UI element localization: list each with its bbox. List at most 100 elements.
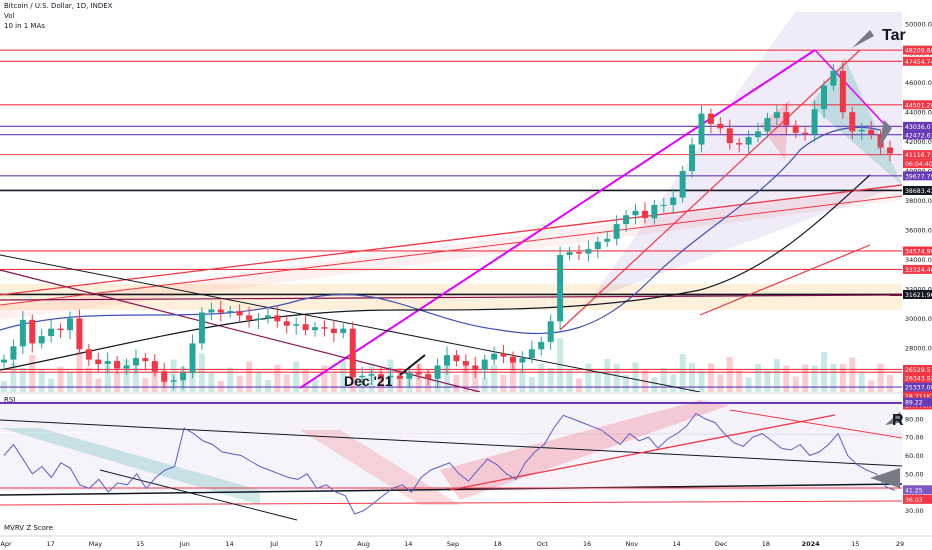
candle-body bbox=[208, 309, 215, 313]
volume-bar bbox=[114, 372, 121, 392]
candle-body bbox=[330, 328, 337, 334]
time-tick-label: 16 bbox=[583, 540, 591, 548]
candle-body bbox=[519, 358, 526, 363]
price-tag-label: 34574.90 bbox=[905, 248, 932, 255]
volume-bar bbox=[236, 375, 243, 392]
rising-channel bbox=[590, 12, 902, 300]
volume-bar bbox=[208, 372, 215, 392]
price-tick-label: 36000.00 bbox=[905, 226, 932, 234]
volume-bar bbox=[57, 366, 64, 392]
volume-bar bbox=[594, 371, 601, 392]
time-tick-label: Sep bbox=[447, 540, 459, 548]
candle-body bbox=[632, 210, 639, 216]
price-tag bbox=[903, 159, 932, 169]
rsi-tick-label: 50.00 bbox=[905, 470, 924, 478]
volume-bar bbox=[830, 364, 837, 392]
price-tag-label: 43036.07 bbox=[905, 124, 932, 131]
volume-bar bbox=[274, 365, 281, 392]
candle-body bbox=[528, 349, 535, 359]
volume-bar bbox=[679, 354, 686, 392]
volume-bar bbox=[868, 380, 875, 392]
volume-bar bbox=[792, 376, 799, 392]
volume-bar bbox=[858, 372, 865, 392]
rsi-red-line bbox=[449, 414, 836, 491]
candle-body bbox=[839, 70, 846, 113]
volume-bar bbox=[802, 364, 809, 392]
candle-body bbox=[321, 327, 328, 329]
price-tick-label: 34000.00 bbox=[905, 256, 932, 264]
rsi-tag-label: 89.22 bbox=[905, 400, 923, 407]
ma-black bbox=[0, 174, 871, 371]
rsi-tag bbox=[903, 397, 932, 407]
volume-bar bbox=[575, 378, 582, 392]
volume-bar bbox=[877, 363, 884, 392]
volume-bar bbox=[745, 377, 752, 392]
candle-body bbox=[783, 112, 790, 126]
price-tag-label: 41116.71 bbox=[905, 152, 932, 159]
volume-bar bbox=[632, 362, 639, 392]
candle-body bbox=[500, 353, 507, 357]
price-tag bbox=[903, 264, 932, 274]
candle-body bbox=[670, 197, 677, 205]
volume-bar bbox=[29, 355, 36, 392]
volume-bar bbox=[660, 368, 667, 392]
candle-body bbox=[378, 374, 385, 378]
volume-bar bbox=[321, 365, 328, 392]
time-axis[interactable]: Apr 17 May 15 Jun 14 Jul 17 Aug 14 Sep 18 Oct 16 Nov 14… bbox=[0, 540, 904, 548]
volume-bar bbox=[255, 371, 262, 392]
rsi-tick-label: 30.00 bbox=[905, 507, 924, 515]
candle-body bbox=[293, 324, 300, 326]
time-tick-label: Nov bbox=[625, 540, 638, 548]
volume-bar bbox=[849, 357, 856, 392]
price-tag-label: 25337.00 bbox=[905, 385, 932, 392]
mvrv-label: MVRV Z Score bbox=[4, 524, 53, 532]
price-tick-label: 50000.00 bbox=[905, 20, 932, 28]
volume-bar bbox=[528, 377, 535, 392]
volume-bar bbox=[547, 368, 554, 392]
candle-body bbox=[660, 204, 667, 206]
candle-body bbox=[773, 112, 780, 119]
candle-body bbox=[180, 372, 187, 381]
candle-body bbox=[396, 375, 403, 379]
rsi-tag-label: 36.03 bbox=[905, 497, 923, 504]
rsi-tag-label: 41.25 bbox=[905, 487, 923, 494]
price-tag-label: 38683.43 bbox=[905, 188, 932, 195]
candle-body bbox=[707, 113, 714, 124]
candle-body bbox=[821, 85, 828, 110]
candle-body bbox=[462, 361, 469, 366]
volume-bar bbox=[104, 365, 111, 392]
price-tick-label: 32000.00 bbox=[905, 285, 932, 293]
time-tick-label: 29 bbox=[896, 540, 904, 548]
candle-body bbox=[104, 361, 111, 365]
time-tick-label: 14 bbox=[404, 540, 412, 548]
time-tick-label: 2024 bbox=[802, 540, 821, 548]
candle-body bbox=[547, 321, 554, 342]
rsi-pane bbox=[0, 400, 902, 521]
price-tag-label: 26529.57 bbox=[905, 367, 932, 374]
volume-bar bbox=[887, 375, 893, 392]
candle-body bbox=[764, 118, 771, 132]
volume-bar bbox=[736, 370, 743, 392]
price-tag bbox=[903, 171, 932, 181]
arrow-head-icon bbox=[870, 468, 900, 488]
candle-body bbox=[434, 365, 441, 379]
time-tick-label: 14 bbox=[225, 540, 233, 548]
red-trendline bbox=[0, 195, 902, 306]
candle-body bbox=[491, 353, 498, 360]
rsi-tag bbox=[903, 485, 932, 495]
rsi-black-line bbox=[0, 419, 902, 467]
price-tag bbox=[903, 121, 932, 131]
candle-body bbox=[444, 355, 450, 366]
candle-body bbox=[585, 249, 592, 254]
candle-body bbox=[736, 143, 743, 145]
volume-bar bbox=[330, 373, 337, 392]
candle-body bbox=[151, 361, 158, 372]
candle-body bbox=[415, 372, 422, 375]
volume-bar bbox=[95, 378, 102, 392]
candle-body bbox=[123, 365, 130, 369]
candle-body bbox=[142, 358, 149, 362]
candle-body bbox=[349, 328, 356, 378]
rsi-red-line bbox=[729, 409, 902, 439]
candle-body bbox=[217, 309, 224, 313]
volume-bar bbox=[604, 359, 611, 392]
